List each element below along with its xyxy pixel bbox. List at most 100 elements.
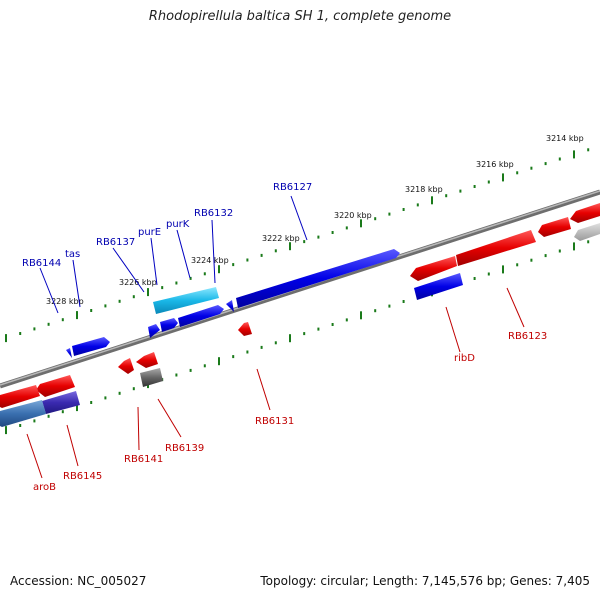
tick-label-3222: 3222 kbp	[262, 234, 300, 243]
gene-gray-small[interactable]	[140, 368, 163, 387]
lower-minor-tick	[274, 341, 277, 345]
label-rb6123: RB6123	[508, 331, 547, 342]
callout-purk	[176, 229, 191, 279]
label-rb6139: RB6139	[165, 443, 204, 454]
lower-minor-tick	[104, 396, 107, 400]
callout-rb6144	[39, 267, 59, 314]
gene-purk[interactable]	[178, 305, 224, 327]
label-rb6137: RB6137	[96, 237, 135, 248]
lower-major-tick	[573, 242, 575, 251]
upper-minor-tick	[388, 212, 391, 216]
gene-purple[interactable]	[42, 391, 80, 414]
lower-minor-tick	[260, 345, 263, 349]
gene-rb6123-a[interactable]	[410, 256, 457, 281]
gene-gray-right[interactable]	[574, 223, 600, 241]
gene-red-segment-c[interactable]	[538, 217, 571, 237]
lower-minor-tick	[345, 318, 348, 322]
lower-minor-tick	[61, 410, 64, 414]
callout-rb6123	[506, 287, 525, 328]
lower-minor-tick	[587, 240, 590, 244]
gene-tas[interactable]	[72, 337, 110, 356]
gene-red-segment-d[interactable]	[570, 203, 600, 223]
lower-minor-tick	[558, 249, 561, 253]
upper-major-tick	[76, 311, 78, 320]
tick-label-3228: 3228 kbp	[46, 297, 84, 306]
label-rb6132: RB6132	[194, 208, 233, 219]
upper-minor-tick	[274, 249, 277, 253]
lower-minor-tick	[175, 373, 178, 377]
gene-highlight-cyan[interactable]	[153, 287, 219, 314]
label-pure: purE	[138, 227, 161, 238]
upper-minor-tick	[61, 318, 64, 322]
lower-minor-tick	[530, 258, 533, 262]
gene-pure[interactable]	[160, 318, 178, 332]
gene-ribd[interactable]	[414, 273, 463, 300]
lower-minor-tick	[132, 387, 135, 391]
upper-minor-tick	[374, 217, 377, 221]
lower-minor-tick	[388, 304, 391, 308]
upper-minor-tick	[161, 286, 164, 290]
upper-minor-tick	[516, 171, 519, 175]
upper-major-tick	[147, 288, 149, 297]
label-rb6131: RB6131	[255, 416, 294, 427]
lower-minor-tick	[203, 364, 206, 368]
lower-major-tick	[289, 334, 291, 343]
topology-text: Topology: circular; Length: 7,145,576 bp…	[260, 574, 590, 588]
lower-minor-tick	[246, 350, 249, 354]
upper-minor-tick	[175, 281, 178, 285]
label-ribd: ribD	[454, 353, 475, 364]
gene-rb6127[interactable]	[236, 249, 400, 308]
upper-minor-tick	[47, 322, 50, 326]
callout-rb6131	[256, 368, 271, 411]
callout-rb6145	[66, 424, 79, 467]
gene-rb6131[interactable]	[238, 322, 252, 336]
upper-minor-tick	[487, 180, 490, 184]
gene-steel[interactable]	[0, 400, 46, 427]
backbone-line	[0, 189, 600, 389]
lower-minor-tick	[189, 368, 192, 372]
tick-label-3220: 3220 kbp	[334, 211, 372, 220]
lower-minor-tick	[473, 277, 476, 280]
upper-minor-tick	[317, 235, 320, 239]
upper-minor-tick	[132, 295, 135, 299]
gene-rb6144[interactable]	[66, 348, 72, 358]
reverse-gene-labels: RB6123 ribD RB6131 RB6139 RB6141 RB6145 …	[33, 331, 547, 493]
gene-rb6139[interactable]	[136, 352, 158, 368]
gene-rb6132[interactable]	[226, 300, 234, 312]
lower-minor-tick	[303, 332, 306, 336]
lower-major-tick	[5, 426, 7, 435]
upper-minor-tick	[118, 299, 121, 303]
upper-major-tick	[573, 150, 575, 159]
callout-rb6137	[112, 247, 145, 293]
gene-rb6141[interactable]	[118, 358, 134, 374]
upper-minor-tick	[104, 304, 107, 308]
gene-rb6123-b[interactable]	[456, 230, 536, 266]
label-rb6141: RB6141	[124, 454, 163, 465]
reverse-callouts	[26, 287, 525, 479]
lower-minor-tick	[516, 263, 519, 267]
lower-minor-tick	[19, 424, 22, 427]
lower-minor-tick	[487, 272, 490, 276]
upper-major-tick	[289, 242, 291, 251]
map-title: Rhodopirellula baltica SH 1, complete ge…	[148, 9, 452, 24]
callout-rb6141	[137, 406, 140, 451]
upper-major-tick	[431, 196, 433, 205]
lower-minor-tick	[118, 391, 121, 395]
upper-minor-tick	[345, 226, 348, 230]
label-arob: aroB	[33, 482, 56, 493]
gene-rb6137[interactable]	[148, 324, 160, 338]
lower-minor-tick	[33, 419, 36, 423]
label-purk: purK	[166, 219, 190, 230]
gene-arob[interactable]	[0, 385, 40, 408]
forward-callouts	[39, 195, 308, 314]
upper-tick-row	[5, 148, 590, 343]
upper-major-tick	[502, 173, 504, 182]
upper-minor-tick	[331, 231, 334, 234]
upper-minor-tick	[416, 203, 419, 207]
forward-strand-genes	[66, 249, 463, 358]
gene-rb6145[interactable]	[36, 375, 75, 397]
label-tas: tas	[65, 249, 80, 260]
label-rb6127: RB6127	[273, 182, 312, 193]
lower-major-tick	[76, 403, 78, 412]
